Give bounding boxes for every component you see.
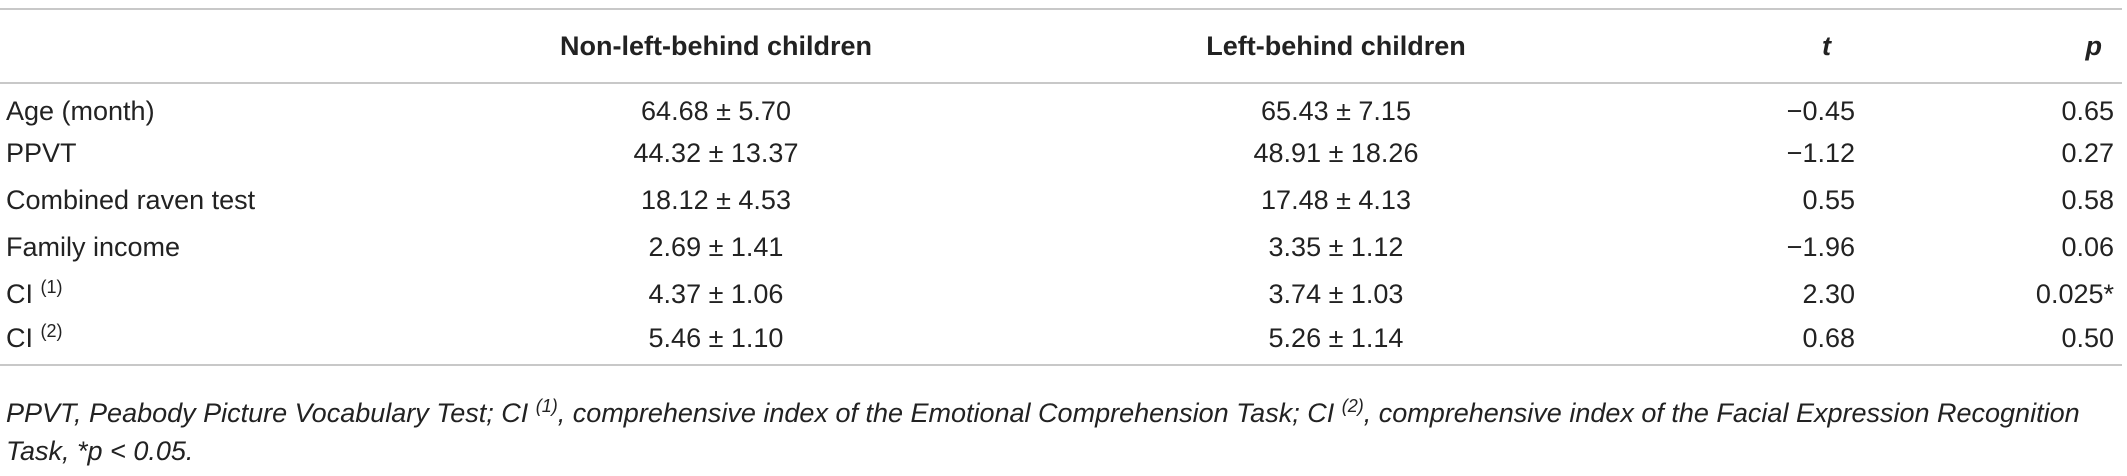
left-behind-value: 3.74 ± 1.03 bbox=[1268, 279, 1404, 309]
t-value: −1.12 bbox=[1786, 138, 1855, 168]
row-label-cell: CI (2) bbox=[0, 318, 386, 365]
table-row: CI (1) 4.37 ± 1.06 3.74 ± 1.03 2.30 0.025* bbox=[0, 271, 2122, 318]
footnote-sup-2: (2) bbox=[1341, 396, 1364, 416]
footnote-sup-1: (1) bbox=[535, 396, 558, 416]
footnote-part-1: PPVT, Peabody Picture Vocabulary Test; C… bbox=[6, 398, 536, 428]
table-body: Age (month) 64.68 ± 5.70 65.43 ± 7.15 −0.45… bbox=[0, 83, 2122, 365]
table-row: PPVT 44.32 ± 13.37 48.91 ± 18.26 −1.12 0.27 bbox=[0, 130, 2122, 177]
table-footnote: PPVT, Peabody Picture Vocabulary Test; C… bbox=[6, 394, 2116, 470]
non-left-behind-value: 5.46 ± 1.10 bbox=[648, 322, 784, 353]
header-p: p bbox=[2085, 30, 2103, 61]
header-t: t bbox=[1822, 30, 1831, 61]
table-row: Family income 2.69 ± 1.41 3.35 ± 1.12 −1.96… bbox=[0, 224, 2122, 271]
t-value: 2.30 bbox=[1802, 279, 1855, 309]
non-left-behind-value: 44.32 ± 13.37 bbox=[633, 138, 799, 168]
non-left-behind-value: 2.69 ± 1.41 bbox=[648, 232, 784, 262]
header-left-behind: Left-behind children bbox=[1206, 30, 1466, 61]
left-behind-value: 17.48 ± 4.13 bbox=[1261, 185, 1411, 215]
p-value: 0.65 bbox=[2061, 95, 2114, 126]
table-row: Age (month) 64.68 ± 5.70 65.43 ± 7.15 −0.45… bbox=[0, 83, 2122, 130]
non-left-behind-value: 18.12 ± 4.53 bbox=[641, 185, 791, 215]
footnote-part-2: , comprehensive index of the Emotional C… bbox=[557, 398, 1342, 428]
table-row: Combined raven test 18.12 ± 4.53 17.48 ± 4… bbox=[0, 177, 2122, 224]
left-behind-value: 5.26 ± 1.14 bbox=[1268, 322, 1404, 353]
t-value: −1.96 bbox=[1786, 232, 1855, 262]
row-label: PPVT bbox=[6, 138, 77, 168]
p-value: 0.27 bbox=[2061, 138, 2114, 168]
p-value: 0.025* bbox=[2035, 279, 2114, 309]
data-table-container: Non-left-behind children Left-behind chi… bbox=[0, 8, 2122, 366]
row-label-cell: PPVT bbox=[0, 130, 386, 177]
row-label: Family income bbox=[6, 232, 181, 262]
data-table: Non-left-behind children Left-behind chi… bbox=[0, 8, 2122, 366]
t-value: 0.55 bbox=[1802, 185, 1855, 215]
row-label: CI bbox=[6, 322, 33, 353]
non-left-behind-value: 4.37 ± 1.06 bbox=[648, 279, 784, 309]
left-behind-value: 3.35 ± 1.12 bbox=[1268, 232, 1404, 262]
row-label: CI bbox=[6, 279, 33, 309]
header-non-left-behind: Non-left-behind children bbox=[560, 30, 872, 61]
non-left-behind-value: 64.68 ± 5.70 bbox=[641, 95, 791, 126]
t-value: −0.45 bbox=[1786, 95, 1855, 126]
row-label-superscript: (2) bbox=[40, 320, 63, 341]
row-label-cell: CI (1) bbox=[0, 271, 386, 318]
row-label-cell: Family income bbox=[0, 224, 386, 271]
row-label: Age (month) bbox=[6, 95, 155, 126]
row-label: Combined raven test bbox=[6, 185, 256, 215]
row-label-superscript: (1) bbox=[40, 277, 63, 297]
left-behind-value: 48.91 ± 18.26 bbox=[1253, 138, 1419, 168]
footnote-part-3: , comprehensive index of the Facial Expr… bbox=[6, 398, 2080, 466]
p-value: 0.06 bbox=[2061, 232, 2114, 262]
row-label-cell: Age (month) bbox=[0, 83, 386, 130]
table-header: Non-left-behind children Left-behind chi… bbox=[0, 9, 2122, 83]
table-row: CI (2) 5.46 ± 1.10 5.26 ± 1.14 0.68 0.50 bbox=[0, 318, 2122, 365]
p-value: 0.58 bbox=[2061, 185, 2114, 215]
t-value: 0.68 bbox=[1802, 322, 1855, 353]
left-behind-value: 65.43 ± 7.15 bbox=[1261, 95, 1411, 126]
p-value: 0.50 bbox=[2061, 322, 2114, 353]
header-row: Non-left-behind children Left-behind chi… bbox=[0, 9, 2122, 83]
header-label bbox=[0, 9, 386, 83]
row-label-cell: Combined raven test bbox=[0, 177, 386, 224]
